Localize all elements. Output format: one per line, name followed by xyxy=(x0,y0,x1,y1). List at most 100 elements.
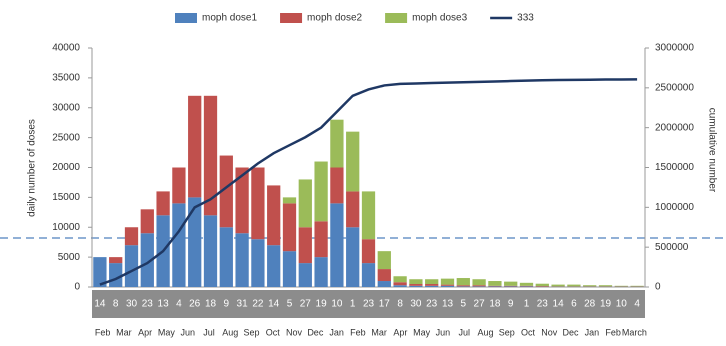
bar-segment xyxy=(409,284,422,286)
bar-segment xyxy=(188,197,201,287)
month-label: Mar xyxy=(371,327,387,337)
y2-axis-label: cumulative number xyxy=(706,108,717,193)
x-tick-label: 27 xyxy=(300,299,312,310)
x-tick-label: 1 xyxy=(350,299,356,310)
bar-segment xyxy=(488,286,501,287)
bar-segment xyxy=(536,286,549,287)
bar-segment xyxy=(125,245,138,287)
x-tick-label: 6 xyxy=(571,299,577,310)
x-tick-label: 28 xyxy=(584,299,596,310)
bar-segment xyxy=(109,257,122,263)
x-tick-label: 14 xyxy=(553,299,565,310)
y2-tick-label: 500000 xyxy=(655,242,689,253)
x-tick-label: 4 xyxy=(176,299,182,310)
x-tick-label: 10 xyxy=(616,299,628,310)
legend-swatch xyxy=(385,13,407,23)
x-tick-label: 23 xyxy=(142,299,154,310)
bar-segment xyxy=(504,286,517,287)
bar-segment xyxy=(346,227,359,287)
bar-segment xyxy=(330,168,343,204)
x-tick-label: 19 xyxy=(600,299,612,310)
bar-segment xyxy=(362,191,375,239)
y-axis-label: daily number of doses xyxy=(27,119,38,217)
month-label: Feb xyxy=(350,327,366,337)
y2-tick-label: 0 xyxy=(655,282,661,293)
month-label: Sep xyxy=(244,327,260,337)
month-label: Apr xyxy=(138,327,152,337)
bar-segment xyxy=(314,221,327,257)
x-tick-label: 1 xyxy=(524,299,530,310)
x-tick-label: 22 xyxy=(252,299,264,310)
y2-tick-label: 1000000 xyxy=(655,202,694,213)
bar-segment xyxy=(567,285,580,287)
bar-segment xyxy=(488,281,501,286)
y-tick-label: 40000 xyxy=(52,43,80,54)
month-label: Nov xyxy=(286,327,303,337)
month-label: Jul xyxy=(458,327,470,337)
legend-label: moph dose3 xyxy=(412,13,467,24)
x-tick-label: 9 xyxy=(224,299,230,310)
bar-segment xyxy=(251,239,264,287)
bar-segment xyxy=(314,162,327,222)
legend-swatch xyxy=(280,13,302,23)
bar-segment xyxy=(504,282,517,286)
month-label: May xyxy=(158,327,176,337)
bar-segment xyxy=(425,284,438,286)
month-label: Nov xyxy=(541,327,558,337)
month-label: Feb xyxy=(95,327,111,337)
bar-segment xyxy=(378,269,391,281)
x-tick-label: 17 xyxy=(379,299,391,310)
bar-segment xyxy=(393,285,406,287)
bar-segment xyxy=(109,263,122,287)
bar-segment xyxy=(441,286,454,287)
y-tick-label: 10000 xyxy=(52,222,80,233)
bar-segment xyxy=(457,285,470,286)
bar-segment xyxy=(204,215,217,287)
bar-segment xyxy=(488,286,501,287)
month-label: Feb xyxy=(605,327,621,337)
bar-segment xyxy=(125,227,138,245)
month-label: Dec xyxy=(307,327,324,337)
x-tick-label: 8 xyxy=(113,299,119,310)
bar-segment xyxy=(457,286,470,287)
bar-segment xyxy=(425,279,438,284)
bar-segment xyxy=(409,286,422,287)
month-label: Jan xyxy=(585,327,600,337)
bar-segment xyxy=(346,191,359,227)
y-tick-label: 35000 xyxy=(52,73,80,84)
bar-segment xyxy=(504,286,517,287)
x-tick-label: 13 xyxy=(158,299,170,310)
bar-segment xyxy=(172,168,185,204)
legend-label: moph dose1 xyxy=(202,13,257,24)
x-tick-label: 27 xyxy=(474,299,486,310)
bar-segment xyxy=(409,279,422,284)
month-label: Jul xyxy=(203,327,215,337)
x-tick-label: 23 xyxy=(426,299,438,310)
x-tick-label: 26 xyxy=(189,299,201,310)
month-label: Sep xyxy=(499,327,515,337)
x-tick-label: 5 xyxy=(287,299,293,310)
bar-segment xyxy=(283,251,296,287)
bar-segment xyxy=(235,168,248,234)
bar-segment xyxy=(457,278,470,285)
x-tick-label: 5 xyxy=(461,299,467,310)
bar-segment xyxy=(188,96,201,198)
month-label: Jan xyxy=(329,327,344,337)
bar-segment xyxy=(378,251,391,269)
y-tick-label: 20000 xyxy=(52,162,80,173)
y-tick-label: 15000 xyxy=(52,192,80,203)
x-tick-label: 14 xyxy=(268,299,280,310)
x-tick-label: 13 xyxy=(442,299,454,310)
y-tick-label: 25000 xyxy=(52,132,80,143)
bar-segment xyxy=(520,286,533,287)
x-tick-label: 4 xyxy=(634,299,640,310)
month-label: Mar xyxy=(116,327,132,337)
bar-segment xyxy=(299,263,312,287)
bar-segment xyxy=(472,285,485,286)
bar-segment xyxy=(251,168,264,240)
bar-segment xyxy=(362,263,375,287)
y2-tick-label: 2500000 xyxy=(655,82,694,93)
bar-segment xyxy=(330,203,343,287)
bar-segment xyxy=(425,286,438,287)
